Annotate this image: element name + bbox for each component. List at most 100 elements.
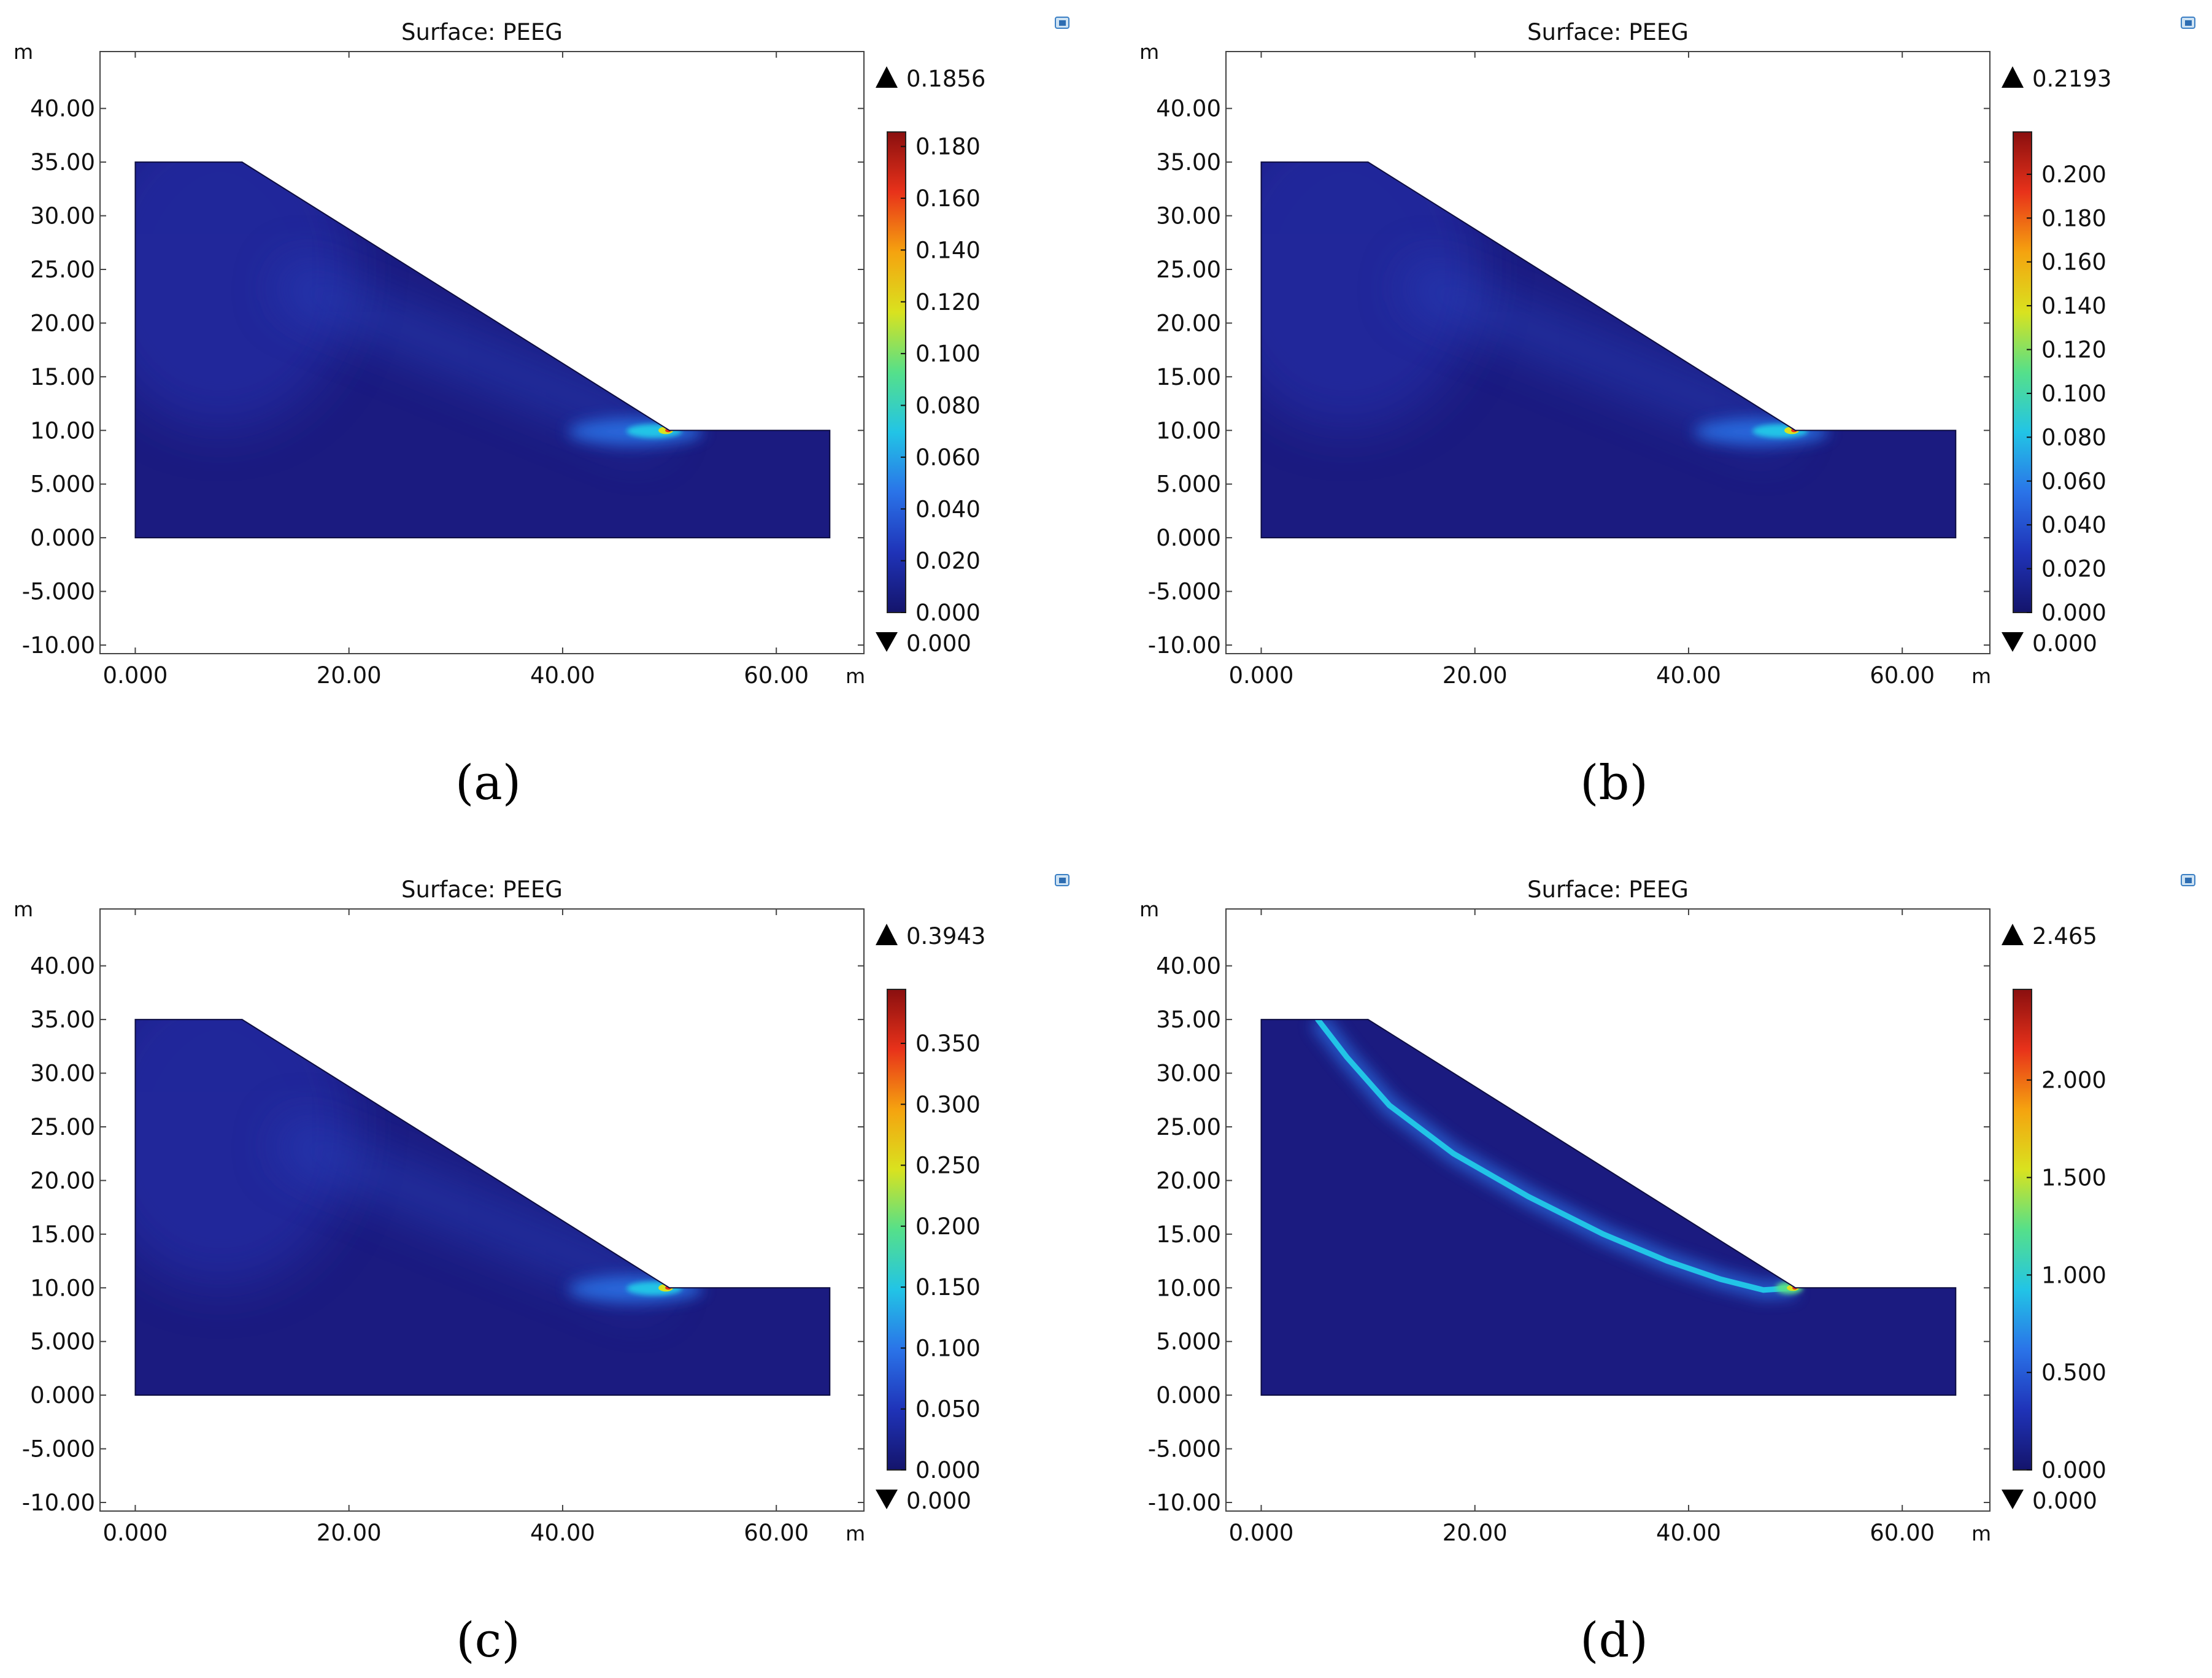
colorbar-tick-label: 0.020 bbox=[2041, 556, 2106, 582]
y-tick-label: 20.00 bbox=[1156, 310, 1221, 336]
colorbar-tick-label: 0.000 bbox=[2041, 600, 2106, 626]
colorbar-tick-label: 0.160 bbox=[2041, 249, 2106, 276]
y-tick-label: 25.00 bbox=[30, 1114, 95, 1140]
domain-outline bbox=[1260, 1019, 1957, 1396]
colorbar-tick-label: 0.160 bbox=[915, 185, 981, 212]
y-tick-label: 15.00 bbox=[30, 1221, 95, 1248]
y-tick-label: 35.00 bbox=[30, 1007, 95, 1033]
y-tick-label: -5.000 bbox=[1148, 579, 1221, 605]
x-tick-label: 40.00 bbox=[1656, 662, 1721, 689]
y-tick-label: 25.00 bbox=[1156, 257, 1221, 283]
y-tick-label: -10.00 bbox=[1148, 632, 1221, 659]
y-tick-label: 5.000 bbox=[30, 1329, 95, 1355]
colorbar-tick-label: 0.100 bbox=[915, 1335, 981, 1361]
y-tick-label: 10.00 bbox=[30, 417, 95, 444]
colorbar-min-label: 0.000 bbox=[906, 630, 971, 657]
panel-caption: (b) bbox=[1580, 756, 1648, 811]
panel-caption: (c) bbox=[456, 1613, 520, 1668]
slip-surface bbox=[1315, 1019, 1798, 1293]
y-axis-label: m bbox=[13, 897, 33, 921]
y-tick-label: 0.000 bbox=[30, 525, 95, 551]
toolbar-icon bbox=[2181, 17, 2195, 29]
colorbar-tick-label: 0.060 bbox=[2041, 468, 2106, 495]
colorbar: 0.000 0.020 0.040 0.060 0.080 0.100 0.120 0.140… bbox=[876, 66, 985, 657]
y-tick-label: 30.00 bbox=[30, 203, 95, 230]
y-tick-label: -10.00 bbox=[1148, 1490, 1221, 1516]
colorbar-tick-label: 0.050 bbox=[915, 1396, 981, 1423]
colorbar-max-label: 2.465 bbox=[2032, 923, 2097, 949]
max-marker-icon bbox=[876, 924, 898, 945]
colorbar-tick-label: 0.140 bbox=[2041, 293, 2106, 319]
colorbar-tick-label: 0.200 bbox=[915, 1213, 981, 1240]
field-band bbox=[1403, 260, 1792, 450]
icon-inner bbox=[2185, 878, 2192, 883]
y-tick-label: 30.00 bbox=[1156, 1061, 1221, 1087]
colorbar-max-label: 0.1856 bbox=[906, 66, 985, 92]
domain-fill bbox=[1261, 1019, 1956, 1396]
min-marker-icon bbox=[876, 1490, 898, 1509]
colorbar-tick-label: 0.040 bbox=[2041, 512, 2106, 538]
colorbar-min-label: 0.000 bbox=[2032, 1488, 2097, 1514]
colorbar-gradient bbox=[887, 989, 906, 1471]
x-tick-label: 20.00 bbox=[1443, 662, 1508, 689]
y-tick-label: 35.00 bbox=[1156, 1007, 1221, 1033]
x-tick-label: 40.00 bbox=[530, 662, 595, 689]
icon-inner bbox=[2185, 20, 2192, 26]
y-tick-label: 35.00 bbox=[1156, 149, 1221, 176]
panel-caption: (a) bbox=[455, 756, 521, 811]
plot-title: Surface: PEEG bbox=[401, 19, 563, 45]
colorbar-max-label: 0.3943 bbox=[906, 923, 985, 949]
colorbar-tick-label: 2.000 bbox=[2041, 1067, 2106, 1094]
y-tick-label: 40.00 bbox=[30, 953, 95, 980]
y-tick-label: 15.00 bbox=[1156, 364, 1221, 390]
colorbar-gradient bbox=[887, 131, 906, 613]
plot-title: Surface: PEEG bbox=[1527, 19, 1689, 45]
y-tick-label: 30.00 bbox=[1156, 203, 1221, 230]
y-tick-label: 10.00 bbox=[1156, 417, 1221, 444]
colorbar-tick-label: 0.300 bbox=[915, 1091, 981, 1118]
x-tick-label: 0.000 bbox=[102, 1520, 168, 1546]
x-axis-label: m bbox=[1971, 664, 1991, 688]
colorbar-max-label: 0.2193 bbox=[2032, 66, 2111, 92]
y-tick-label: 25.00 bbox=[1156, 1114, 1221, 1140]
y-tick-label: 35.00 bbox=[30, 149, 95, 176]
x-tick-label: 20.00 bbox=[317, 1520, 382, 1546]
colorbar-tick-label: 0.200 bbox=[2041, 161, 2106, 188]
y-tick-label: 40.00 bbox=[30, 96, 95, 122]
y-tick-label: -10.00 bbox=[22, 1490, 95, 1516]
colorbar-tick-label: 1.500 bbox=[2041, 1165, 2106, 1191]
x-tick-label: 60.00 bbox=[1870, 662, 1935, 689]
y-tick-label: 15.00 bbox=[30, 364, 95, 390]
colorbar-min-label: 0.000 bbox=[906, 1488, 971, 1514]
colorbar-tick-label: 0.140 bbox=[915, 237, 981, 263]
colorbar-tick-label: 0.000 bbox=[915, 600, 981, 626]
colorbar-tick-label: 0.060 bbox=[915, 444, 981, 471]
field-band bbox=[277, 1118, 666, 1308]
colorbar-tick-label: 0.350 bbox=[915, 1030, 981, 1057]
colorbar-min-label: 0.000 bbox=[2032, 630, 2097, 657]
x-tick-label: 0.000 bbox=[1228, 662, 1293, 689]
y-tick-label: -5.000 bbox=[22, 579, 95, 605]
colorbar: 0.000 0.020 0.040 0.060 0.080 0.100 0.120 0.140… bbox=[2002, 66, 2111, 657]
y-tick-label: 40.00 bbox=[1156, 953, 1221, 980]
colorbar-gradient bbox=[2013, 989, 2032, 1471]
colorbar-tick-label: 0.150 bbox=[915, 1274, 981, 1301]
x-axis-label: m bbox=[846, 664, 865, 688]
domain-outline bbox=[134, 161, 831, 539]
colorbar: 0.000 0.500 1.000 1.500 2.000 2.465 0.000 bbox=[2002, 923, 2106, 1514]
y-tick-label: 0.000 bbox=[1156, 1382, 1221, 1409]
min-marker-icon bbox=[876, 632, 898, 652]
x-tick-label: 20.00 bbox=[317, 662, 382, 689]
colorbar-tick-label: 0.180 bbox=[915, 134, 981, 160]
colorbar-tick-label: 0.100 bbox=[915, 341, 981, 367]
x-axis-label: m bbox=[1971, 1521, 1991, 1545]
domain-outline bbox=[134, 1019, 831, 1396]
x-tick-label: 40.00 bbox=[1656, 1520, 1721, 1546]
colorbar-gradient bbox=[2013, 131, 2032, 613]
toolbar-icon bbox=[2181, 874, 2195, 886]
plot-panel-d: Surface: PEEG m m 40.00 35.00 30.00 25.00 20.00… bbox=[1139, 874, 2195, 1668]
y-tick-label: 5.000 bbox=[30, 471, 95, 498]
y-tick-label: 40.00 bbox=[1156, 96, 1221, 122]
colorbar-tick-label: 0.250 bbox=[915, 1153, 981, 1179]
